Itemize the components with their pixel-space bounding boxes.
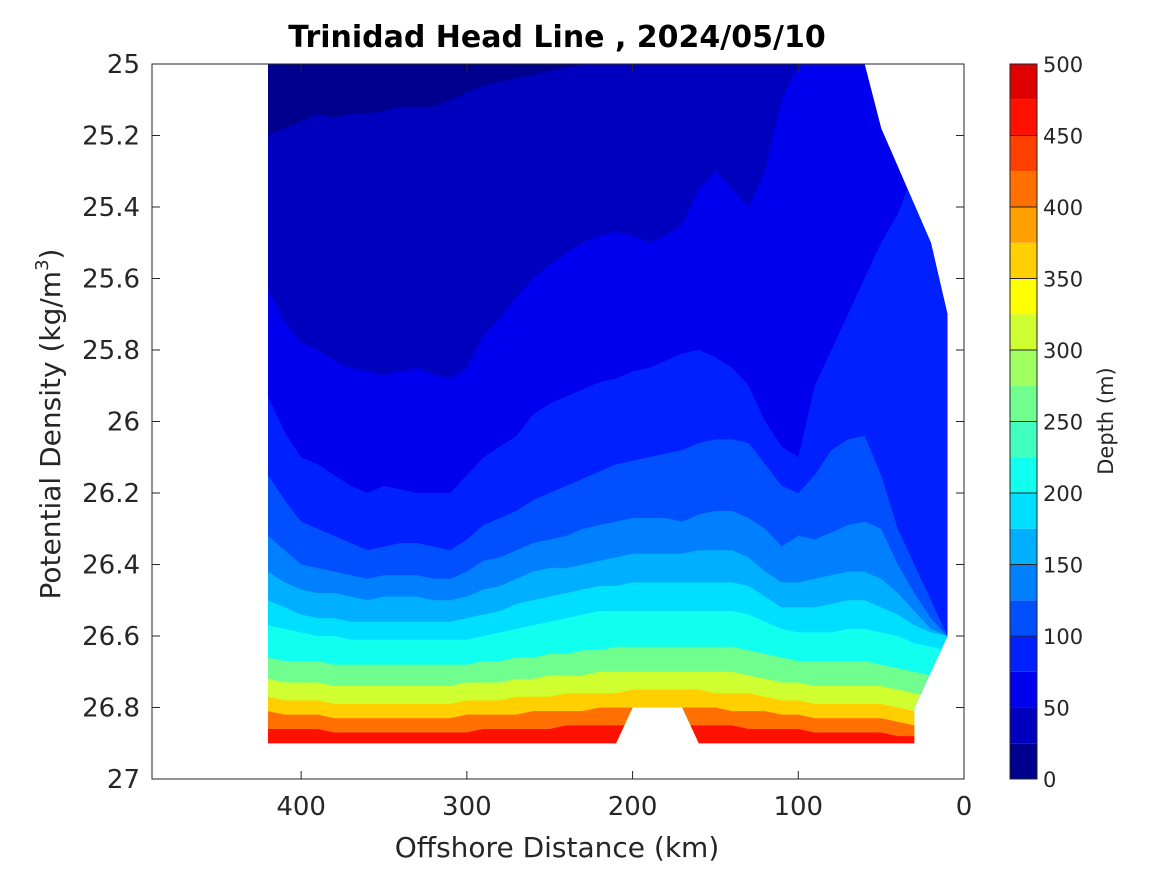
x-tick-label: 400 xyxy=(276,792,326,822)
colorbar-segment xyxy=(1010,636,1037,672)
contour-band xyxy=(268,707,948,744)
x-axis-ticks: 400 300 200 100 0 xyxy=(276,64,972,822)
y-tick-label: 25.2 xyxy=(82,122,140,152)
colorbar-tick-label: 50 xyxy=(1043,697,1070,721)
y-tick-label: 26 xyxy=(107,408,140,438)
colorbar-segment xyxy=(1010,671,1037,708)
colorbar-segment xyxy=(1010,64,1037,100)
colorbar-segment xyxy=(1010,564,1037,601)
colorbar-tick-label: 400 xyxy=(1043,196,1083,220)
y-tick-label: 26.6 xyxy=(82,622,140,652)
y-tick-label: 26.2 xyxy=(82,479,140,509)
y-axis-label-sup: 3 xyxy=(32,259,53,270)
y-tick-label: 25 xyxy=(107,50,140,80)
colorbar-segment xyxy=(1010,743,1037,779)
colorbar-segment xyxy=(1010,350,1037,386)
colorbar-segment xyxy=(1010,99,1037,136)
contour-fill-layer xyxy=(268,64,948,744)
colorbar-tick-label: 200 xyxy=(1043,482,1083,506)
y-tick-label: 26.4 xyxy=(82,551,140,581)
y-tick-label: 25.6 xyxy=(82,265,140,295)
colorbar-segment xyxy=(1010,385,1037,422)
colorbar-tick-label: 150 xyxy=(1043,554,1083,578)
colorbar-segment xyxy=(1010,600,1037,636)
x-axis-label: Offshore Distance (km) xyxy=(395,831,720,864)
colorbar-segment xyxy=(1010,207,1037,243)
x-tick-label: 0 xyxy=(956,792,973,822)
colorbar-label: Depth (m) xyxy=(1094,367,1118,474)
contour-bands xyxy=(268,64,948,744)
colorbar-tick-label: 500 xyxy=(1043,53,1083,77)
y-axis-ticks: 25 25.2 25.4 25.6 25.8 26 26.2 26.4 26.6 26.8 27 xyxy=(82,50,964,795)
colorbar-tick-label: 100 xyxy=(1043,625,1083,649)
y-axis-label: Potential Density (kg/m3) xyxy=(32,249,67,600)
y-tick-label: 25.8 xyxy=(82,336,140,366)
colorbar-segment xyxy=(1010,707,1037,744)
x-tick-label: 300 xyxy=(442,792,492,822)
x-tick-label: 100 xyxy=(773,792,823,822)
colorbar-segment xyxy=(1010,457,1037,493)
colorbar-tick-label: 300 xyxy=(1043,339,1083,363)
y-axis-label-close: ) xyxy=(34,249,67,260)
colorbar-tick-label: 450 xyxy=(1043,125,1083,149)
y-tick-label: 26.8 xyxy=(82,694,140,724)
contour-band xyxy=(268,725,948,744)
colorbar-segment xyxy=(1010,493,1037,529)
colorbar-segment xyxy=(1010,278,1037,315)
colorbar-segment xyxy=(1010,314,1037,350)
colorbar-segment xyxy=(1010,528,1037,565)
y-axis-label-main: Potential Density (kg/m xyxy=(34,271,67,600)
chart-title: Trinidad Head Line , 2024/05/10 xyxy=(288,20,825,55)
colorbar-segment xyxy=(1010,171,1037,207)
colorbar: 0 50 100 150 200 250 300 350 400 450 500 xyxy=(1009,53,1083,792)
y-tick-label: 25.4 xyxy=(82,193,140,223)
y-tick-label: 27 xyxy=(107,765,140,795)
colorbar-tick-label: 0 xyxy=(1043,768,1056,792)
colorbar-segment xyxy=(1010,135,1037,172)
colorbar-segment xyxy=(1010,242,1037,279)
colorbar-tick-label: 250 xyxy=(1043,411,1083,435)
colorbar-segment xyxy=(1010,421,1037,458)
x-tick-label: 200 xyxy=(608,792,658,822)
colorbar-tick-label: 350 xyxy=(1043,268,1083,292)
